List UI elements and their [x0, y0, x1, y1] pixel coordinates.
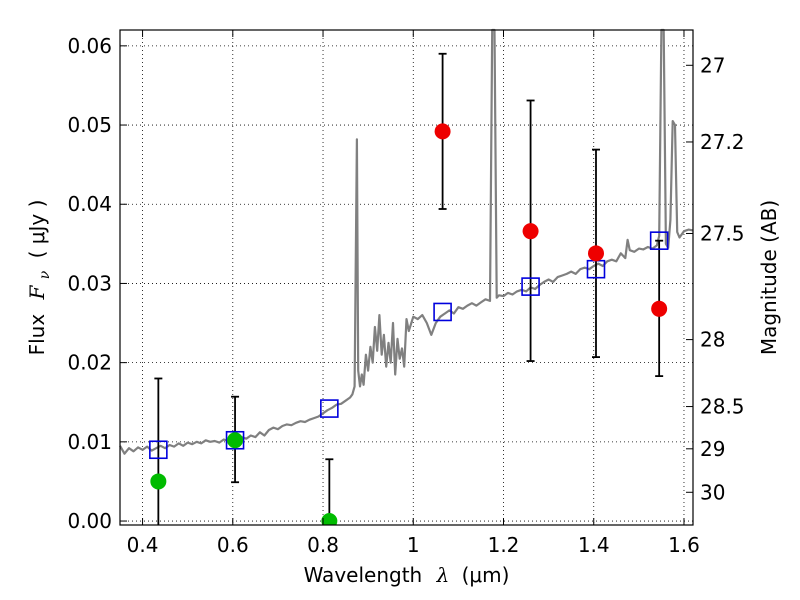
x-tick-label: 0.8 — [307, 533, 339, 557]
observed-flux-points — [150, 123, 668, 525]
x-axis-label: Wavelength λ (μm) — [304, 563, 510, 587]
model-flux-square — [225, 430, 245, 450]
x-tick-label: 1 — [407, 533, 420, 557]
model-flux-square — [320, 399, 339, 418]
model-flux-square — [149, 440, 168, 460]
y-tick-label: 0.06 — [67, 34, 112, 58]
observed-nir-point — [651, 300, 668, 317]
observed-nir-point — [522, 223, 539, 240]
observed-optical-point — [321, 513, 338, 525]
mag-tick-label: 29 — [700, 437, 725, 461]
y-tick-label: 0.02 — [67, 351, 112, 375]
mag-tick-label: 30 — [700, 480, 725, 504]
mag-tick-label: 27.5 — [700, 221, 745, 245]
model-flux-squares — [149, 231, 669, 460]
mag-tick-label: 27.2 — [700, 130, 745, 154]
y-tick-label: 0.05 — [67, 113, 112, 137]
y-tick-label: 0.04 — [67, 192, 112, 216]
axis-ticks — [120, 30, 693, 525]
mag-tick-label: 28 — [700, 328, 725, 352]
x-tick-label: 1.4 — [578, 533, 610, 557]
observed-nir-point — [587, 245, 604, 262]
model-flux-square — [521, 277, 540, 296]
y-tick-label: 0.01 — [67, 430, 112, 454]
mag-tick-label: 28.5 — [700, 395, 745, 419]
x-tick-label: 0.4 — [127, 533, 159, 557]
observed-optical-point — [150, 473, 167, 490]
plot-frame — [119, 29, 694, 526]
observed-nir-point — [434, 123, 451, 140]
y-tick-label: 0.00 — [67, 509, 112, 533]
tick-labels: 0.4 0.6 0.8 1 1.2 1.4 1.6 0.00 0.01 0.02 0.03 0.04 0… — [67, 34, 744, 557]
x-tick-label: 1.2 — [488, 533, 520, 557]
model-flux-square — [433, 302, 452, 322]
model-flux-square — [649, 231, 669, 250]
observed-optical-point — [227, 432, 244, 449]
y-axis-label: Flux F ν ( μJy ) — [25, 200, 54, 356]
y-tick-label: 0.03 — [67, 271, 112, 295]
x-tick-label: 0.6 — [217, 533, 249, 557]
right-axis-label: Magnitude (AB) — [757, 200, 781, 355]
x-tick-label: 1.6 — [668, 533, 700, 557]
mag-tick-label: 27 — [700, 53, 725, 77]
